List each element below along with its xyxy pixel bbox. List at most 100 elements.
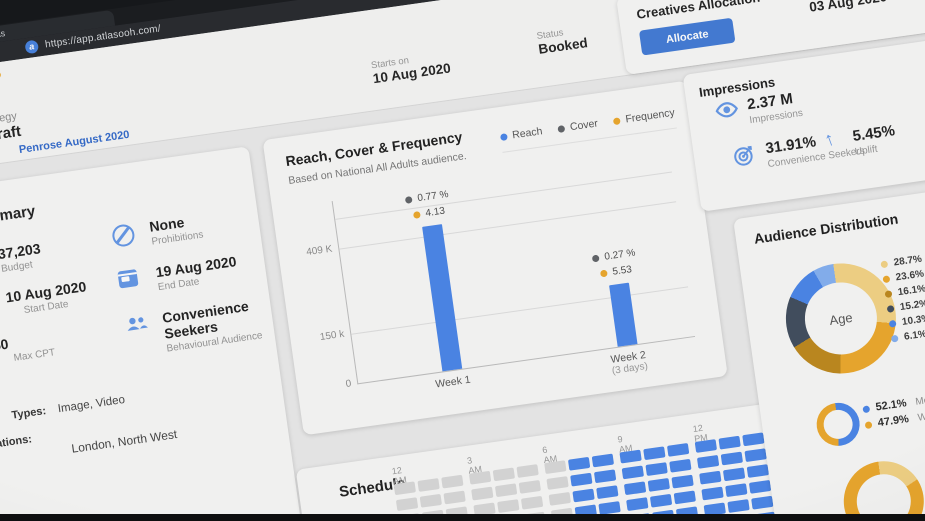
schedule-cell [520, 495, 544, 510]
schedule-cell [699, 470, 722, 485]
gridline [339, 201, 677, 250]
age-legend-value: 16.1% [897, 283, 925, 299]
legend-item-reach[interactable]: Reach [499, 125, 543, 143]
schedule-cell [645, 462, 668, 476]
gender-donut-chart [813, 400, 863, 449]
legend-label: Cover [569, 117, 599, 134]
schedule-cell [643, 446, 666, 461]
reach-cover-frequency-card: Reach, Cover & Frequency Based on Nation… [262, 80, 728, 436]
due-date-value: 03 Aug 2020 [808, 0, 888, 15]
schedule-cell [669, 458, 692, 473]
reach-bar [422, 223, 463, 372]
age-legend-dot-icon [886, 304, 895, 313]
max-cpt-label: Max CPT [13, 347, 56, 364]
bottom-donut-chart [838, 456, 925, 521]
schedule-cell [593, 469, 617, 484]
schedule-cell [548, 491, 571, 506]
age-legend-dot-icon [882, 275, 891, 284]
age-donut-center-label: Age [800, 277, 882, 360]
gridline [351, 286, 689, 335]
schedule-cell [626, 497, 649, 512]
schedule-cell [647, 478, 670, 492]
schedule-cell [494, 483, 518, 498]
age-legend-dot-icon [890, 334, 899, 343]
legend-label: Frequency [624, 106, 676, 126]
schedule-cell [572, 488, 595, 503]
target-icon [731, 142, 759, 174]
schedule-cell [619, 449, 642, 464]
schedule-cell [395, 497, 419, 512]
max-cpt-item: 2.50 Max CPT [0, 336, 56, 383]
y-axis-tick: 0 [344, 378, 353, 390]
types-value: Image, Video [57, 393, 126, 416]
schedule-cell [701, 486, 724, 501]
schedule-cell [744, 448, 767, 463]
monitor-bezel [0, 514, 925, 521]
allocate-button[interactable]: Allocate [638, 17, 736, 56]
legend-dot-icon [613, 116, 622, 125]
audience-title: Audience Distribution [752, 210, 900, 247]
schedule-cell [468, 470, 492, 485]
women-value: 47.9% [877, 413, 910, 430]
schedule-cell [419, 493, 442, 508]
schedule-cell [591, 453, 615, 468]
legend-item-cover[interactable]: Cover [557, 117, 599, 134]
schedule-cell [441, 474, 464, 489]
convenience-seekers-stat: 31.91% Convenience Seekers [734, 125, 877, 172]
women-label: Women [916, 407, 925, 424]
schedule-cell [393, 481, 416, 496]
women-dot-icon [864, 420, 873, 429]
gender-legend: 52.1% Men 47.9% Women [862, 389, 925, 433]
schedule-cell [666, 442, 690, 457]
schedule-cell [516, 464, 539, 478]
schedule-cell [567, 456, 591, 471]
locations-label: Locations: [0, 433, 33, 453]
schedule-cell [598, 501, 621, 515]
prohibition-icon [110, 222, 142, 252]
schedule-cell [725, 483, 748, 498]
summary-card: Summary 37,203 Budget 10 Aug 2020 Start … [0, 146, 302, 521]
schedule-cell [596, 485, 619, 500]
legend-dot-icon [557, 124, 566, 133]
age-legend-dot-icon [880, 260, 889, 269]
people-icon [124, 313, 155, 343]
creatives-title: Creatives Allocation [635, 0, 761, 22]
schedule-cell [718, 435, 741, 450]
chart-legend: Reach Cover Frequency [499, 106, 677, 153]
schedule-cell [727, 499, 750, 513]
calendar-icon [117, 268, 148, 298]
end-date-item: 19 Aug 2020 End Date [117, 248, 276, 299]
schedule-cell [720, 451, 744, 466]
age-legend-value: 15.2% [899, 298, 925, 314]
schedule-cell [417, 478, 440, 492]
eye-icon [713, 100, 742, 125]
men-label: Men [914, 393, 925, 408]
due-date-block: Due date 03 Aug 2020 [807, 0, 888, 15]
behavioural-audience-item: Convenience Seekers Behavioural Audience [124, 294, 285, 360]
schedule-cell [570, 472, 593, 487]
uplift-stat: ↑ 5.45% Uplift [822, 113, 925, 160]
schedule-cell [471, 486, 494, 501]
schedule-cell [623, 481, 647, 496]
schedule-cell [673, 490, 696, 505]
schedule-cell [671, 474, 694, 489]
frequency-dot-icon [413, 210, 422, 219]
schedule-cell [696, 454, 720, 469]
age-legend-value: 6.1% [903, 328, 925, 343]
y-axis-tick: 150 k [319, 328, 346, 344]
summary-title: Summary [0, 202, 37, 229]
legend-item-frequency[interactable]: Frequency [613, 106, 676, 127]
locations-value: London, North West [70, 427, 179, 456]
start-date-item: 10 Aug 2020 Start Date [0, 278, 89, 337]
logo-dot-icon [0, 71, 2, 79]
schedule-cell [518, 479, 542, 494]
impressions-stat: 2.37 M Impressions [715, 81, 859, 128]
schedule-cell [443, 490, 466, 505]
legend-dot-icon [499, 132, 508, 141]
schedule-cell [722, 467, 746, 482]
schedule-cell [746, 464, 770, 478]
schedule-cell [694, 439, 718, 453]
schedule-cell [751, 495, 774, 510]
schedule-cell [546, 476, 569, 490]
